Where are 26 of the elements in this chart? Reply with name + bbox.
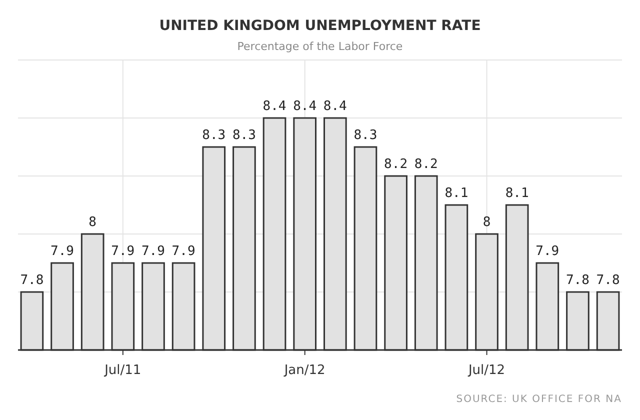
data-label: 7.8	[20, 273, 44, 288]
x-tick-label: Jul/11	[104, 363, 142, 378]
source-note: SOURCE: UK OFFICE FOR NA	[456, 394, 622, 405]
data-label: 8.4	[293, 99, 317, 114]
data-label: 7.8	[596, 273, 620, 288]
data-label: 8.4	[323, 99, 348, 114]
data-label: 8	[482, 215, 491, 230]
data-label: 8.3	[202, 128, 226, 143]
data-label: 7.9	[172, 244, 196, 259]
data-label: 7.9	[536, 244, 560, 259]
x-tick-label: Jan/12	[283, 363, 326, 378]
data-label: 8.1	[505, 186, 529, 201]
x-tick-label: Jul/12	[467, 363, 506, 378]
data-label: 8	[88, 215, 97, 230]
data-label: 8.3	[232, 128, 256, 143]
chart-subtitle: Percentage of the Labor Force	[237, 40, 403, 53]
data-label: 8.2	[414, 157, 438, 172]
chart-title: UNITED KINGDOM UNEMPLOYMENT RATE	[159, 18, 481, 34]
data-label: 8.1	[444, 186, 468, 201]
data-label: 7.9	[50, 244, 74, 259]
data-label: 8.4	[262, 99, 286, 114]
data-label: 7.8	[566, 273, 590, 288]
data-label: 7.9	[111, 244, 135, 259]
data-label: 8.2	[384, 157, 408, 172]
data-label: 8.3	[354, 128, 378, 143]
data-label: 7.9	[141, 244, 165, 259]
